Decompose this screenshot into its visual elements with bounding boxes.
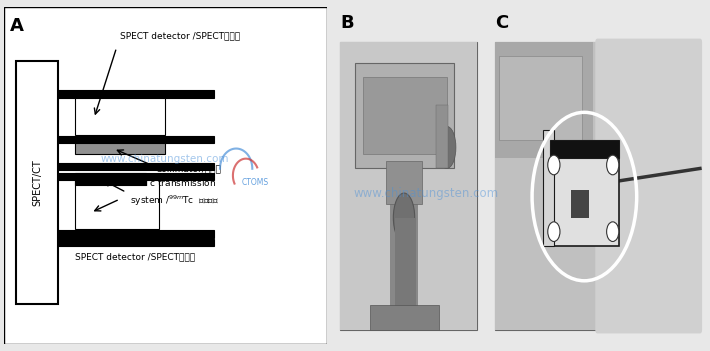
Bar [58,230,214,238]
Bar [75,173,146,185]
Bar [58,239,214,246]
Bar [58,136,214,144]
Bar [75,98,165,135]
Text: www.chinatungsten.com: www.chinatungsten.com [101,154,229,164]
Bar [543,130,554,246]
Text: CTOMS: CTOMS [242,178,269,187]
Text: system /$^{99m}$Tc  传输系统: system /$^{99m}$Tc 传输系统 [129,194,219,208]
Circle shape [548,155,560,175]
Bar [436,105,448,168]
Text: C: C [495,14,508,32]
Circle shape [548,222,560,241]
Text: Collimator/准直器: Collimator/准直器 [155,164,222,173]
Text: www.chinatungsten.com: www.chinatungsten.com [354,186,498,200]
Circle shape [606,155,619,175]
Bar [16,61,58,304]
Circle shape [437,126,456,168]
Text: SPECT detector /SPECT探测器: SPECT detector /SPECT探测器 [120,32,240,41]
Bar [371,305,439,330]
Bar [499,56,582,140]
Bar [75,144,165,154]
Bar [386,161,422,204]
Circle shape [606,222,619,241]
Bar [340,42,477,330]
Bar [395,218,416,330]
Bar [355,63,454,168]
Bar [550,140,619,158]
Bar [495,42,700,330]
Text: A: A [10,17,24,35]
Text: SPECT detector /SPECT探测器: SPECT detector /SPECT探测器 [75,252,195,261]
Bar [363,77,447,154]
Bar [391,137,417,330]
FancyBboxPatch shape [595,39,702,333]
Bar [75,180,158,230]
Text: SPECT/CT: SPECT/CT [33,159,43,206]
Text: B: B [340,14,354,32]
Bar [58,163,214,171]
Bar [495,42,593,158]
Bar [495,42,700,330]
Text: $^{99m}$Tc transmission: $^{99m}$Tc transmission [129,177,216,189]
Bar [58,173,214,180]
Bar [340,42,477,330]
Bar [58,90,214,98]
Circle shape [393,193,415,242]
Bar [572,190,589,218]
Bar [550,147,619,246]
